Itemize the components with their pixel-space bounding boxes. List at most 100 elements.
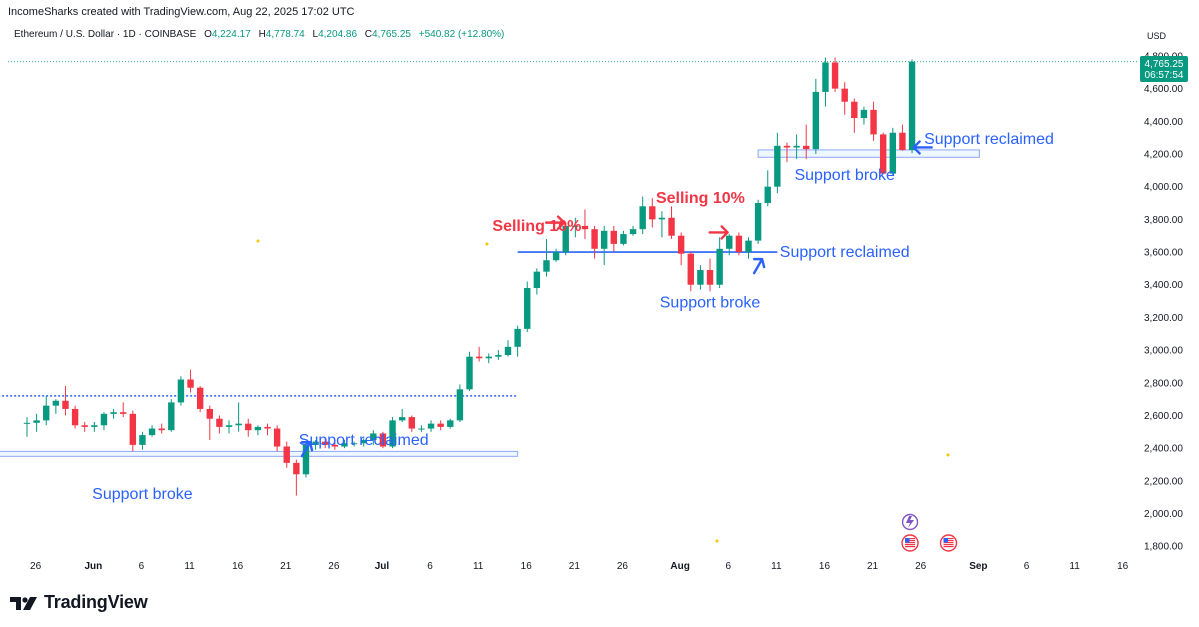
flag-stripe (905, 542, 916, 544)
attribution-text: IncomeSharks created with TradingView.co… (8, 6, 355, 18)
candle-body (389, 420, 396, 447)
candle-body (148, 428, 156, 436)
candle-body (668, 217, 675, 236)
x-axis[interactable]: 26 Jun 6 11 16 21 26 Jul 6 11 16 21 26 Aug 6 11 16 21 26 Se… (30, 561, 1129, 572)
candle-body (437, 423, 444, 427)
candle-body (110, 412, 117, 414)
bolt-icon (906, 516, 915, 528)
flag-canton (905, 538, 910, 543)
flag-stripe (943, 542, 954, 544)
currency-label[interactable]: USD (1147, 31, 1167, 41)
candle-body (23, 422, 31, 424)
candle-body (302, 444, 310, 475)
chart-annotation: Selling 10% (656, 190, 745, 207)
candle-body (533, 271, 541, 289)
candle-body (168, 402, 175, 431)
arrows-layer (300, 140, 933, 458)
candle-body (196, 387, 204, 409)
y-axis[interactable]: 1,800.00 2,000.00 2,200.00 2,400.00 2,600.00… (1144, 51, 1183, 552)
candle-body (418, 428, 425, 430)
candle-body (754, 203, 762, 241)
annotation-arrow (708, 225, 729, 240)
y-tick-label: 3,800.00 (1144, 215, 1183, 226)
symbol-legend: Ethereum / U.S. Dollar · 1D · COINBASE O… (14, 29, 504, 40)
candle-body (735, 235, 743, 253)
arrow-path (752, 257, 766, 275)
candle-body (100, 413, 108, 426)
candle-body (71, 408, 79, 426)
candle-body (62, 400, 69, 409)
y-tick-label: 2,400.00 (1144, 444, 1183, 455)
tradingview-brand: TradingView (44, 592, 148, 612)
candle-body (562, 225, 569, 253)
flag-stripe (905, 538, 916, 540)
annotation-arrow (544, 215, 566, 230)
candle-body (485, 356, 492, 359)
x-tick-label: Jul (375, 561, 390, 572)
candle-body (370, 433, 377, 440)
candle-body (33, 420, 40, 423)
y-tick-label: 1,800.00 (1144, 542, 1183, 553)
us-flag-icon (939, 534, 958, 552)
candle-body (803, 145, 810, 150)
candle-body (225, 425, 233, 427)
candle-body (658, 217, 666, 220)
candle-body (601, 230, 608, 249)
flag-stripe (905, 544, 916, 546)
x-tick-label: 16 (819, 561, 831, 572)
flag-stripe (943, 544, 954, 546)
candle-body (216, 418, 223, 427)
candle-body (889, 132, 896, 174)
candle-body (466, 356, 473, 390)
annotation-arrow (300, 440, 314, 458)
candle-body (341, 443, 348, 447)
candle-body (793, 145, 800, 148)
candle-body (91, 425, 98, 427)
x-tick-label: 16 (232, 561, 244, 572)
arrow-path (912, 140, 933, 155)
candle-body (697, 270, 704, 285)
close-label: C (364, 29, 373, 40)
chart-annotation: Support broke (92, 486, 193, 503)
x-tick-label: 6 (139, 561, 145, 572)
annotation-arrow (752, 257, 766, 275)
annotations-layer: Support broke Support reclaimed Selling 10… (92, 131, 1054, 503)
x-tick-label: 6 (1024, 561, 1030, 572)
candle-body (293, 462, 300, 475)
arrow-path (544, 215, 566, 230)
close-value: 4,765.25 (372, 29, 411, 40)
stray-dot (946, 453, 950, 457)
flag-stripe (905, 540, 916, 542)
candle-body (812, 91, 820, 150)
candle-body (639, 206, 646, 230)
chart-annotation: Selling 10% (492, 218, 581, 235)
x-tick-label: 11 (771, 561, 782, 572)
y-tick-label: 2,200.00 (1144, 476, 1183, 487)
x-tick-label: Jun (84, 561, 102, 572)
tradingview-footer[interactable]: TradingView (10, 592, 148, 613)
event-markers[interactable] (901, 513, 958, 552)
flag-canton (943, 538, 949, 543)
candle-body (774, 145, 781, 187)
candle-body (379, 433, 387, 447)
flag-stripe (905, 546, 916, 548)
chart-annotation: Support reclaimed (924, 131, 1054, 148)
candle-body (235, 423, 242, 426)
candle-body (726, 235, 733, 249)
candle-body (177, 379, 185, 403)
chart-annotation: Support broke (794, 167, 895, 184)
candle-body (677, 235, 685, 254)
x-tick-label: Sep (969, 561, 987, 572)
candle-body (206, 408, 213, 419)
x-tick-label: 16 (521, 561, 533, 572)
symbol-name[interactable]: Ethereum / U.S. Dollar · 1D · COINBASE (14, 29, 197, 40)
candle-body (745, 240, 752, 253)
candle-body (139, 435, 146, 445)
y-tick-label: 4,600.00 (1144, 84, 1183, 95)
stray-dot (715, 539, 719, 543)
candle-body (899, 132, 906, 151)
candle-body (283, 446, 290, 463)
candle-body (312, 441, 319, 445)
candle-body (524, 288, 531, 329)
